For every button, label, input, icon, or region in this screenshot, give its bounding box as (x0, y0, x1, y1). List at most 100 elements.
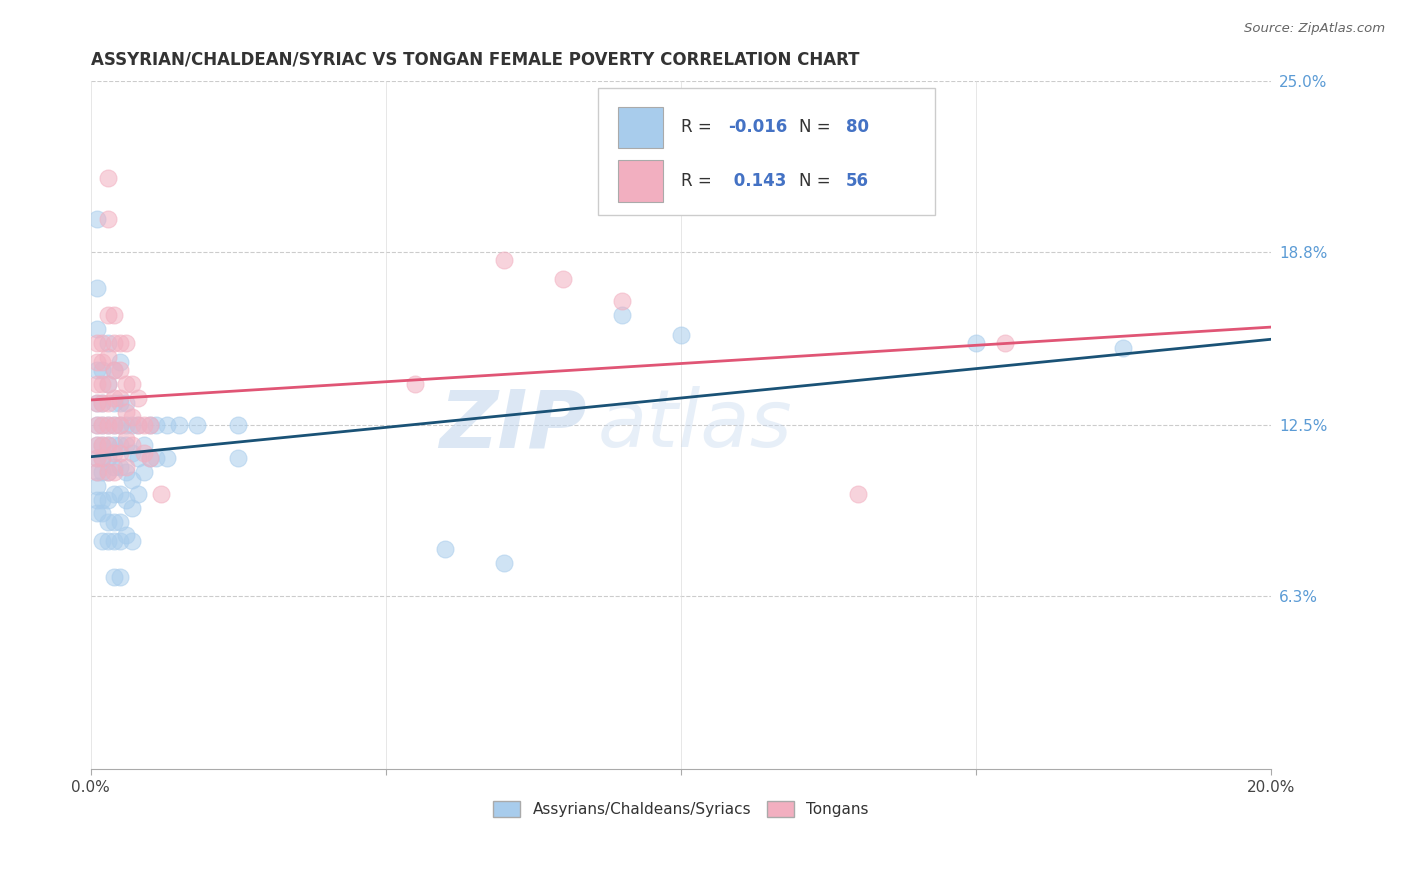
Point (97, 492, 120, 507)
Point (97, 211, 120, 226)
Point (97, 377, 120, 392)
Text: R =: R = (681, 119, 717, 136)
Point (97, 465, 120, 479)
Point (103, 418, 125, 433)
Point (86, 418, 108, 433)
Point (115, 335, 138, 350)
Point (97, 335, 120, 350)
Point (492, 556, 515, 570)
Point (156, 451, 179, 466)
Point (86, 396, 108, 410)
Point (610, 308, 633, 322)
Point (108, 363, 131, 377)
Point (103, 418, 125, 433)
Point (103, 363, 125, 377)
Text: R =: R = (681, 172, 717, 190)
Point (103, 533, 125, 548)
Text: 80: 80 (846, 119, 869, 136)
Point (132, 437, 155, 451)
Point (127, 487, 149, 501)
Point (108, 446, 131, 460)
Point (86, 335, 108, 350)
Point (433, 542, 456, 557)
Point (1112, 341, 1135, 355)
Point (91, 533, 114, 548)
Text: N =: N = (799, 119, 835, 136)
Point (108, 355, 131, 369)
Point (138, 451, 160, 466)
Point (97, 308, 120, 322)
Point (115, 377, 138, 392)
Point (91, 451, 114, 466)
Point (97, 437, 120, 451)
Point (610, 294, 633, 309)
Point (97, 350, 120, 364)
Point (103, 446, 125, 460)
Point (86, 437, 108, 451)
Point (121, 377, 143, 392)
Point (115, 459, 138, 474)
Point (108, 437, 131, 451)
Point (115, 492, 138, 507)
Point (127, 391, 149, 405)
Legend: Assyrians/Chaldeans/Syriacs, Tongans: Assyrians/Chaldeans/Syriacs, Tongans (486, 796, 875, 823)
Point (91, 465, 114, 479)
Point (97, 451, 120, 466)
Point (97, 437, 120, 451)
Point (127, 418, 149, 433)
Text: 56: 56 (846, 172, 869, 190)
Point (108, 533, 131, 548)
Point (86, 507, 108, 521)
Point (965, 335, 987, 350)
Point (86, 418, 108, 433)
Point (86, 451, 108, 466)
Point (103, 465, 125, 479)
Point (86, 465, 108, 479)
Text: ASSYRIAN/CHALDEAN/SYRIAC VS TONGAN FEMALE POVERTY CORRELATION CHART: ASSYRIAN/CHALDEAN/SYRIAC VS TONGAN FEMAL… (90, 51, 859, 69)
Point (108, 515, 131, 529)
FancyBboxPatch shape (619, 107, 664, 148)
Point (103, 459, 125, 474)
Point (91, 355, 114, 369)
Point (97, 533, 120, 548)
Point (103, 308, 125, 322)
Point (91, 363, 114, 377)
Point (115, 404, 138, 418)
Point (86, 396, 108, 410)
Point (138, 418, 160, 433)
Point (91, 396, 114, 410)
Point (103, 391, 125, 405)
Point (138, 451, 160, 466)
Point (186, 418, 208, 433)
Point (994, 335, 1017, 350)
Point (103, 515, 125, 529)
Point (103, 487, 125, 501)
Text: 0.143: 0.143 (728, 172, 786, 190)
Point (121, 446, 143, 460)
Text: Source: ZipAtlas.com: Source: ZipAtlas.com (1244, 22, 1385, 36)
Point (108, 569, 131, 583)
Point (103, 335, 125, 350)
Point (121, 437, 143, 451)
Point (121, 533, 143, 548)
Point (226, 451, 249, 466)
Point (115, 396, 138, 410)
Point (86, 355, 108, 369)
Point (86, 479, 108, 493)
Point (86, 363, 108, 377)
Point (91, 418, 114, 433)
Point (121, 500, 143, 515)
Text: -0.016: -0.016 (728, 119, 787, 136)
Point (127, 451, 149, 466)
Point (91, 451, 114, 466)
Point (108, 418, 131, 433)
Point (91, 507, 114, 521)
Point (86, 211, 108, 226)
Point (132, 418, 155, 433)
Point (97, 418, 120, 433)
Point (669, 327, 692, 342)
Point (226, 418, 249, 433)
Point (91, 377, 114, 392)
Point (156, 418, 179, 433)
Point (108, 487, 131, 501)
